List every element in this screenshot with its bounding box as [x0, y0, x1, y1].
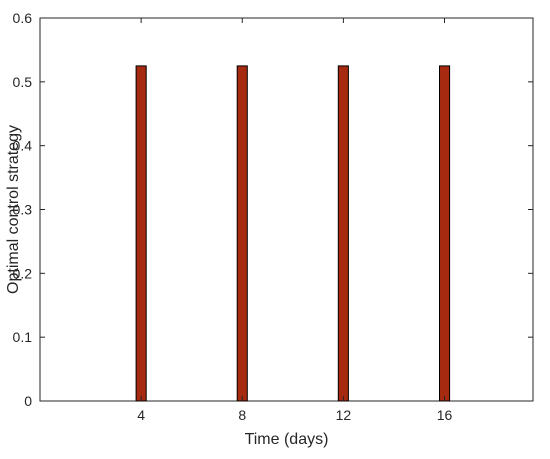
y-ticks-group: 0 0.1 0.2 0.3 0.4 0.5 0.6 — [13, 10, 533, 409]
x-tick-label: 16 — [437, 407, 453, 423]
y-tick-label: 0.2 — [13, 265, 33, 281]
bar — [135, 65, 147, 402]
bar — [236, 65, 248, 402]
y-axis-title: Optimal control strategy — [5, 125, 22, 294]
y-tick-label: 0.6 — [13, 10, 33, 26]
y-tick-label: 0.5 — [13, 74, 33, 90]
x-axis-title: Time (days) — [245, 431, 329, 448]
bar — [337, 65, 349, 402]
x-tick-label: 4 — [137, 407, 145, 423]
y-tick-label: 0 — [24, 393, 32, 409]
x-ticks-group: 4 8 12 16 — [137, 18, 453, 423]
bars-group — [135, 65, 451, 402]
bar — [439, 65, 451, 402]
y-tick-label: 0.3 — [13, 202, 33, 218]
y-tick-label: 0.4 — [13, 138, 33, 154]
x-tick-label: 8 — [238, 407, 246, 423]
plot-area — [39, 17, 534, 402]
y-tick-label: 0.1 — [13, 329, 33, 345]
x-tick-label: 12 — [336, 407, 352, 423]
